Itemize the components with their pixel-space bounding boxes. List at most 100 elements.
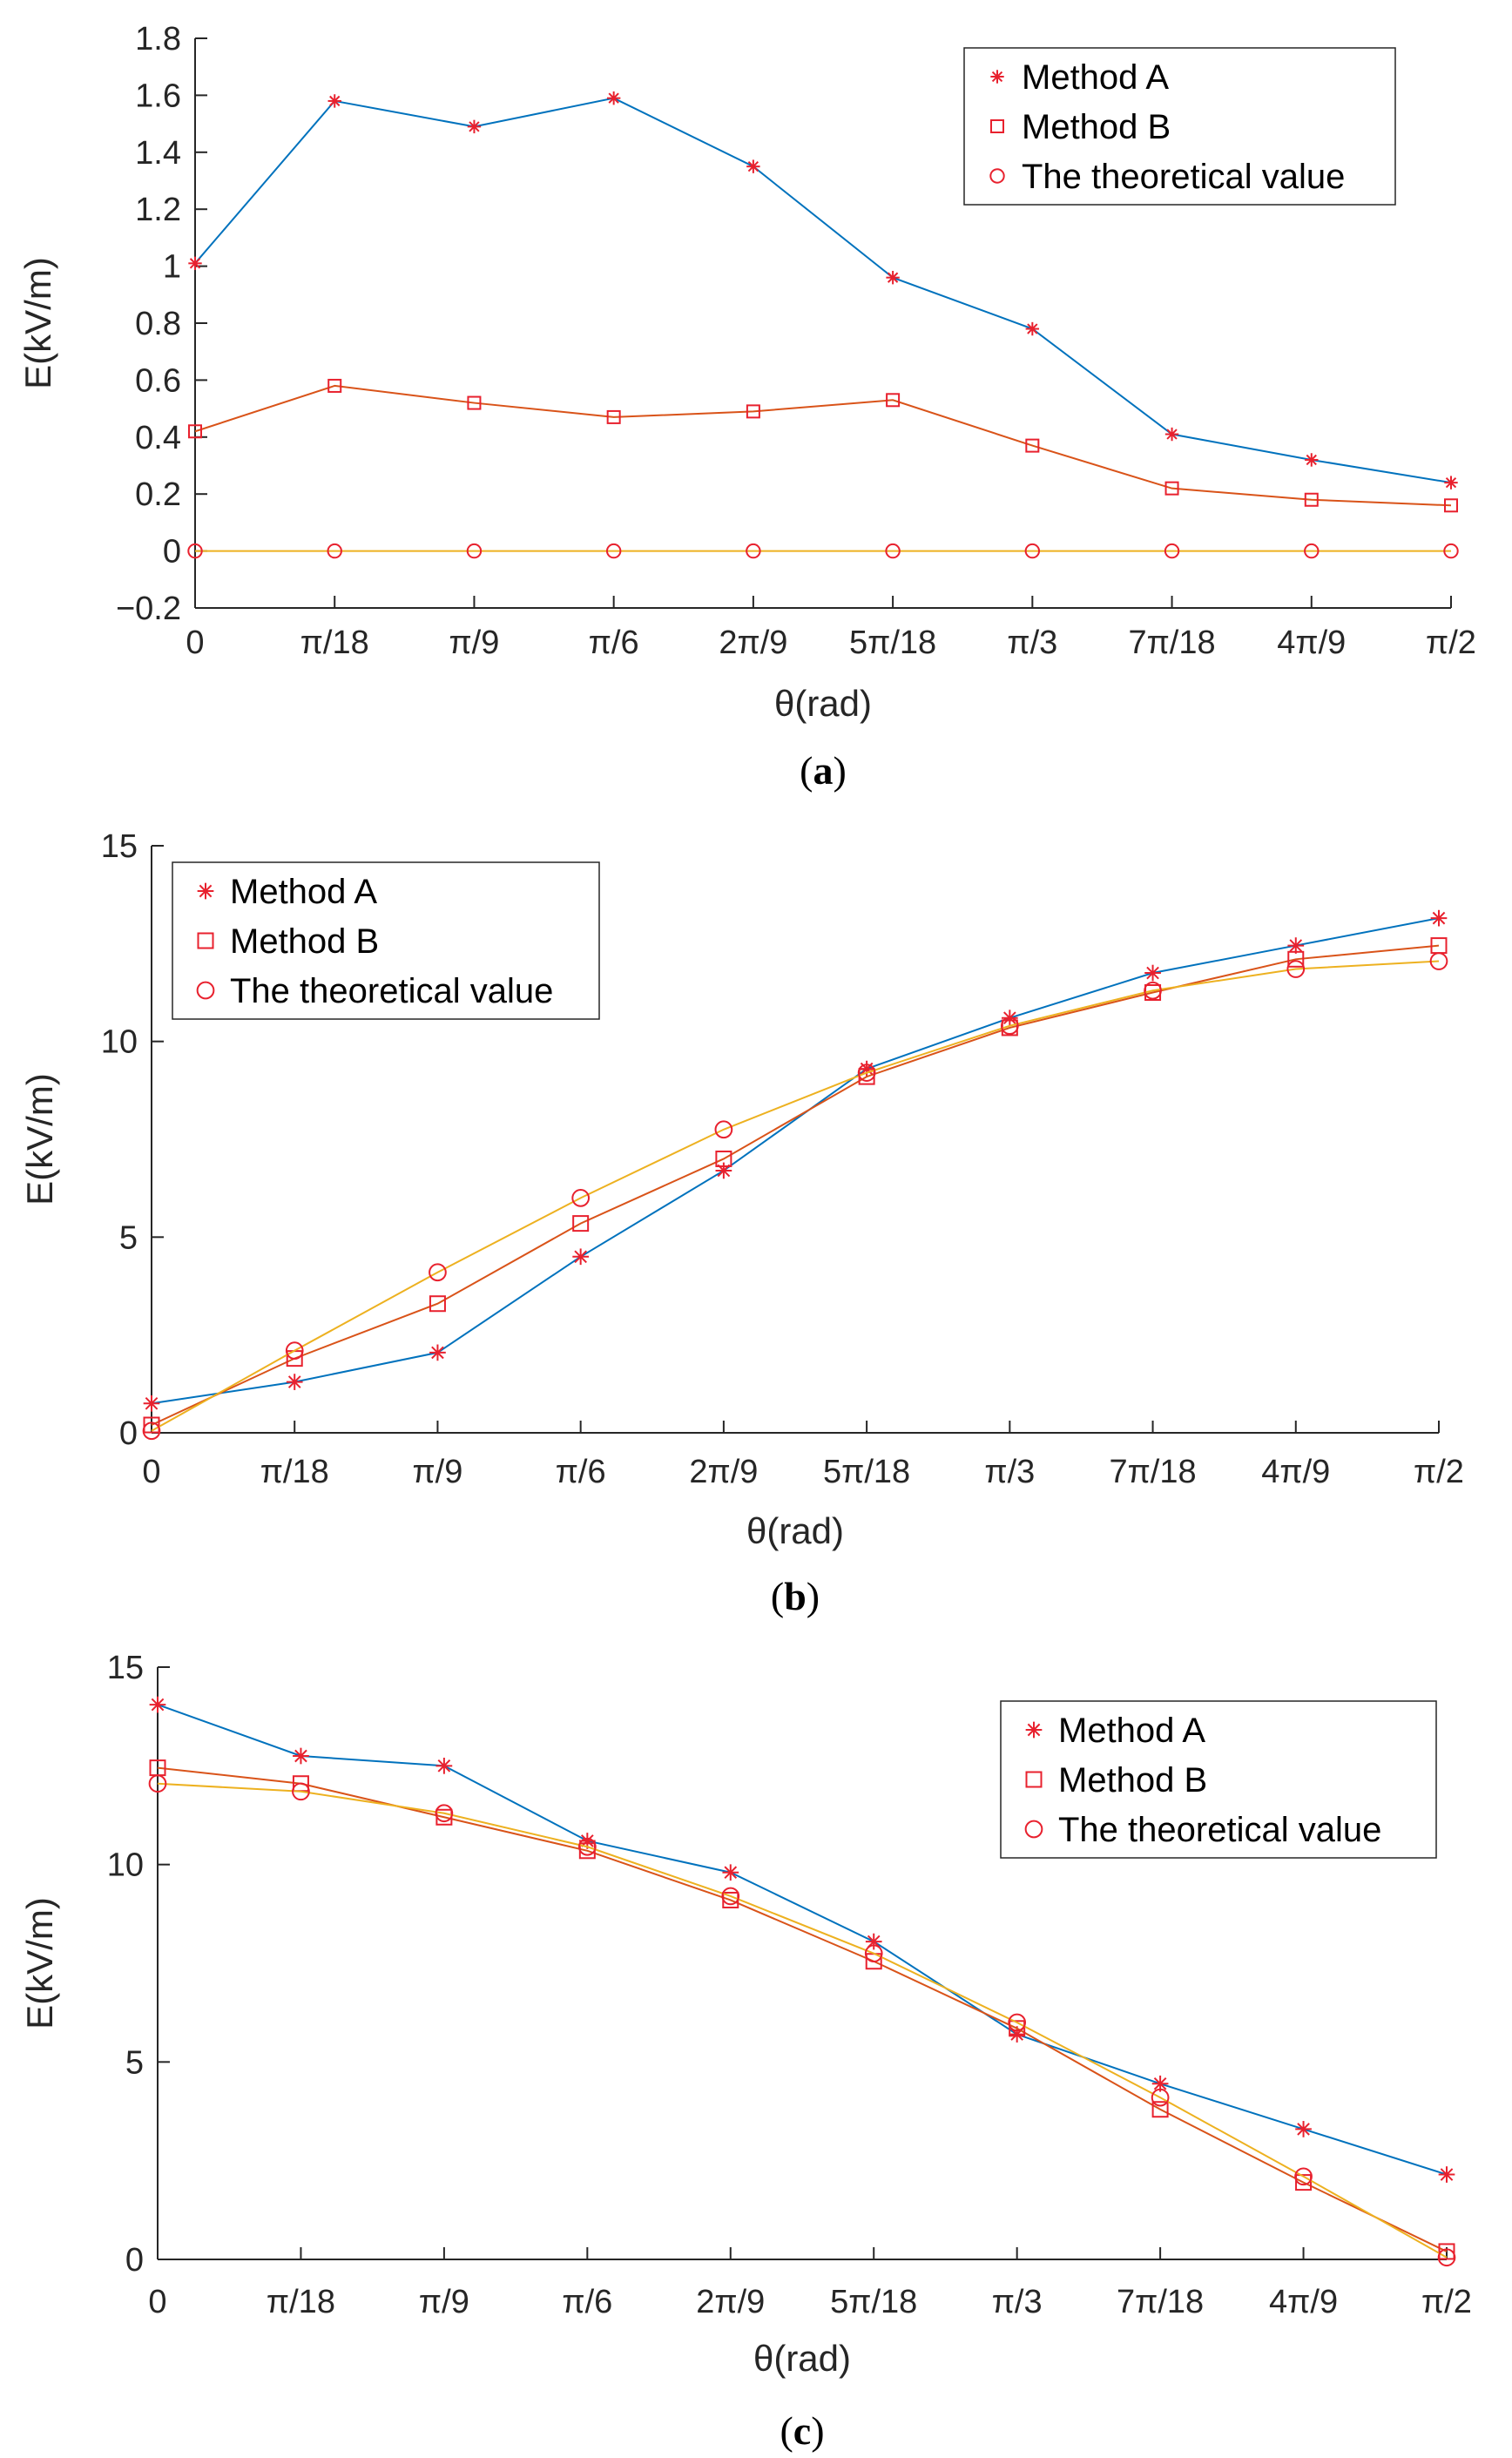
x-axis-label: θ(rad)	[746, 1510, 844, 1551]
x-tick-label: π/9	[412, 1454, 462, 1490]
data-point-stroke	[294, 1749, 307, 1763]
y-tick-label: 0.4	[135, 420, 181, 456]
x-tick-label: π/6	[589, 625, 639, 661]
data-point	[292, 1782, 310, 1801]
data-point	[466, 543, 483, 559]
data-point	[1024, 543, 1041, 559]
caption-close: )	[834, 748, 847, 793]
y-tick-label: 0.8	[135, 306, 181, 342]
series-line	[151, 960, 1440, 1432]
data-point	[293, 1747, 309, 1765]
data-point	[143, 1416, 160, 1434]
data-point	[429, 1263, 447, 1282]
legend-marker	[990, 70, 1004, 84]
legend-entry-label: Method B	[1022, 108, 1171, 146]
legend-marker	[1025, 1721, 1043, 1739]
x-tick-label: 2π/9	[689, 1454, 758, 1490]
y-tick-label: 1.2	[135, 192, 181, 228]
data-point	[864, 1944, 883, 1963]
caption-letter: c	[793, 2408, 811, 2453]
series-line	[151, 917, 1440, 1405]
panel-caption: (c)	[780, 2408, 824, 2453]
chart-panel-a: −0.200.20.40.60.811.21.41.61.80 π/18 π/9 π/…	[17, 21, 1476, 793]
x-tick-label: 0	[186, 625, 204, 661]
y-tick-label: 0	[163, 534, 181, 571]
x-tick-label: 7π/18	[1109, 1454, 1196, 1490]
data-point	[143, 1394, 160, 1412]
y-tick-label: 0.6	[135, 362, 181, 399]
caption-close: )	[811, 2408, 824, 2453]
data-point-stroke	[608, 92, 619, 104]
series-method-b	[188, 378, 1458, 513]
series-the-theoretical-value	[142, 952, 1448, 1441]
data-point-stroke	[469, 121, 480, 132]
data-point	[286, 1374, 303, 1390]
data-point-stroke	[887, 272, 899, 283]
legend-entry-label: Method A	[1022, 58, 1169, 97]
data-point	[327, 378, 342, 393]
legend-marker	[989, 168, 1005, 184]
y-tick-label: 0.2	[135, 476, 181, 513]
data-point	[327, 543, 342, 559]
series-line	[157, 1782, 1448, 2259]
caption-open: (	[800, 748, 813, 793]
data-point	[1444, 476, 1458, 490]
data-point	[1430, 909, 1448, 927]
legend: Method A Method B The theoretical value	[1000, 1700, 1437, 1859]
data-point	[715, 1150, 732, 1167]
y-tick-label: 5	[119, 1219, 138, 1256]
data-point	[1444, 498, 1458, 513]
x-tick-label: π/9	[449, 625, 499, 661]
x-tick-label: π/9	[419, 2284, 469, 2320]
y-tick-label: 1	[163, 249, 181, 286]
x-tick-label: 5π/18	[823, 1454, 910, 1490]
data-point	[572, 1248, 590, 1266]
data-point	[285, 1341, 304, 1360]
data-point	[715, 1162, 732, 1179]
chart-panel-c: 0 5 10 15 0 π/18 π/9 π/6 2π/9 5π/18 π/3 7π/18 4π/9 π/…	[19, 1650, 1472, 2453]
y-tick-label: 5	[125, 2044, 144, 2081]
legend-entry-label: Method B	[1058, 1761, 1207, 1800]
data-point-stroke	[1027, 323, 1038, 334]
panel-caption: (b)	[771, 1574, 820, 1618]
legend-entry-label: Method A	[1058, 1712, 1205, 1750]
data-point	[1429, 952, 1448, 970]
x-tick-label: π/3	[992, 2284, 1043, 2320]
data-point	[1025, 438, 1040, 453]
legend-marker-stroke	[199, 884, 213, 898]
series-the-theoretical-value	[148, 1774, 1456, 2267]
legend-box	[963, 47, 1396, 206]
data-point	[429, 1295, 446, 1313]
data-point-stroke	[1146, 966, 1159, 980]
x-tick-label: π/18	[300, 625, 369, 661]
y-tick-label: 10	[101, 1024, 138, 1061]
data-point	[571, 1189, 591, 1207]
series-the-theoretical-value	[187, 543, 1459, 559]
series-method-a	[188, 91, 1458, 490]
legend-entry-label: Method B	[230, 922, 379, 961]
data-point	[721, 1887, 740, 1906]
data-point	[188, 256, 202, 271]
legend-entry-label: The theoretical value	[1022, 158, 1345, 196]
series-line	[157, 1766, 1448, 2252]
y-tick-label: 15	[107, 1650, 144, 1686]
x-tick-label: 4π/9	[1269, 2284, 1338, 2320]
legend-marker	[1024, 1820, 1043, 1839]
y-tick-label: 0	[125, 2242, 144, 2279]
legend: Method A Method B The theoretical value	[963, 47, 1396, 206]
data-point	[467, 395, 482, 410]
data-point	[606, 409, 621, 424]
x-tick-label: π/6	[562, 2284, 612, 2320]
data-point	[1025, 321, 1040, 336]
legend-marker	[990, 119, 1004, 133]
legend-box	[172, 861, 600, 1020]
data-point	[1304, 543, 1320, 559]
data-point-stroke	[1445, 476, 1457, 489]
data-point-stroke	[329, 95, 341, 107]
y-tick-label: 15	[101, 828, 138, 865]
x-tick-label: π/2	[1426, 625, 1476, 661]
legend-marker-stroke	[1027, 1723, 1041, 1737]
x-tick-label: π/18	[260, 1454, 329, 1490]
data-point	[1151, 2101, 1169, 2118]
